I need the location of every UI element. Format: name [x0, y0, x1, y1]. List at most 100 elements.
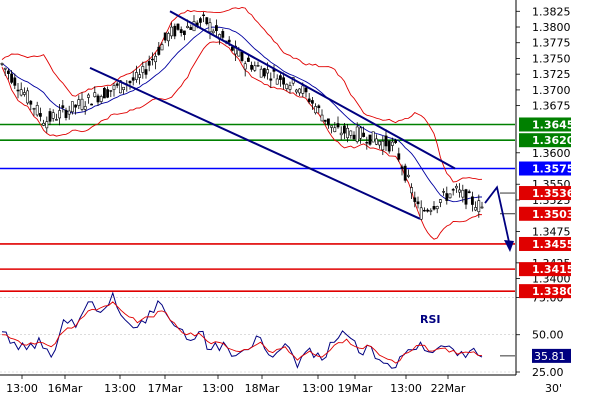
candle-body [208, 22, 212, 33]
candle-body [253, 65, 257, 71]
y-tick-label: 1.3475 [532, 225, 571, 238]
candle-body [467, 191, 471, 194]
level-lines [0, 123, 515, 292]
rsi-tick-label: 50.00 [532, 329, 564, 342]
x-tick-label: 16Mar [48, 382, 83, 395]
level-label: 1.3503 [532, 208, 574, 221]
candle-body [410, 187, 414, 194]
timeframe-label: 30' [545, 382, 562, 395]
candle-body [80, 98, 84, 110]
candle-body [275, 78, 279, 85]
candle-body [336, 123, 340, 128]
candle-body [38, 113, 42, 117]
x-tick-label: 19Mar [338, 382, 373, 395]
price-axis: 1.3825 1.3800 1.3775 1.3750 1.3725 1.3700 1.36… [516, 5, 575, 299]
candle-body [352, 134, 356, 140]
rsi-tick-label: 25.00 [532, 366, 564, 379]
candle-body [93, 92, 97, 97]
x-tick-label: 17Mar [148, 382, 183, 395]
candle-body [247, 57, 250, 62]
candle-body [231, 46, 234, 51]
candle-body [32, 108, 36, 110]
candle-body [365, 142, 369, 144]
candle-body [416, 201, 420, 205]
y-tick-label: 1.3825 [532, 5, 571, 18]
level-label-box [519, 186, 571, 201]
level-label-box [519, 161, 571, 176]
rsi-current-box [532, 348, 571, 363]
candle-body [183, 30, 186, 35]
candle-body [438, 199, 442, 203]
y-tick-label: 1.3600 [532, 147, 571, 160]
candle-body [381, 140, 385, 151]
candle-body [330, 125, 334, 128]
candle-body [96, 95, 100, 103]
time-axis: 13:00 16Mar 13:00 17Mar 13:00 18Mar 13:00 19Mar… [6, 375, 562, 395]
candle-body [54, 119, 58, 121]
candle-body [205, 17, 209, 25]
candle-body [211, 30, 215, 34]
candle-body [314, 106, 318, 114]
candle-body [371, 131, 375, 143]
candle-body [310, 100, 314, 104]
level-label: 1.3575 [532, 163, 574, 176]
candle-body [397, 153, 401, 160]
candle-body [77, 99, 81, 106]
x-tick-label: 13:00 [202, 382, 234, 395]
candle-body [51, 112, 55, 119]
candle-body [374, 138, 378, 145]
candle-body [176, 23, 180, 30]
candle-body [422, 209, 426, 212]
candle-body [477, 200, 481, 213]
plot-area [0, 0, 517, 376]
candle-body [179, 29, 183, 34]
candle-body [74, 104, 78, 108]
candle-body [131, 77, 135, 81]
candle-body [298, 88, 302, 94]
candle-body [362, 132, 366, 137]
candle-body [470, 196, 474, 205]
candle-body [458, 189, 462, 193]
candle-body [119, 80, 122, 94]
x-tick-label: 22Mar [431, 382, 466, 395]
candle-body [154, 55, 158, 63]
candle-body [122, 86, 126, 90]
candle-body [99, 96, 103, 102]
candle-body [157, 46, 161, 55]
candle-body [144, 69, 148, 75]
candle-body [355, 126, 359, 142]
candle-body [192, 21, 196, 32]
candle-body [323, 119, 327, 122]
candle-body [35, 105, 39, 116]
rsi-line [1, 291, 483, 369]
candle-body [167, 33, 170, 42]
candle-body [442, 191, 446, 193]
candle-body [285, 83, 289, 89]
candle-body [448, 193, 452, 199]
candle-body [454, 185, 458, 189]
forecast-arrow-head [504, 239, 514, 252]
candle-body [13, 77, 17, 86]
level-label-box [519, 117, 571, 132]
candle-body [227, 39, 231, 43]
bollinger-upper [1, 7, 483, 183]
candle-body [234, 45, 238, 55]
candle-body [87, 94, 90, 98]
candle-body [317, 105, 321, 109]
candle-body [384, 135, 388, 147]
candle-body [7, 70, 10, 74]
channel-lower-line [89, 66, 421, 220]
candle-body [480, 206, 484, 209]
candle-body [71, 101, 74, 113]
candle-body [189, 27, 193, 30]
level-label-box [519, 284, 571, 299]
candle-body [326, 118, 330, 126]
candle-body [19, 89, 23, 96]
y-tick-label: 1.3700 [532, 84, 571, 97]
candle-body [106, 89, 110, 98]
candle-body [3, 67, 7, 70]
candle-body [282, 77, 286, 85]
candle-body [320, 114, 324, 122]
candle-body [240, 51, 244, 61]
candle-body [64, 109, 68, 118]
